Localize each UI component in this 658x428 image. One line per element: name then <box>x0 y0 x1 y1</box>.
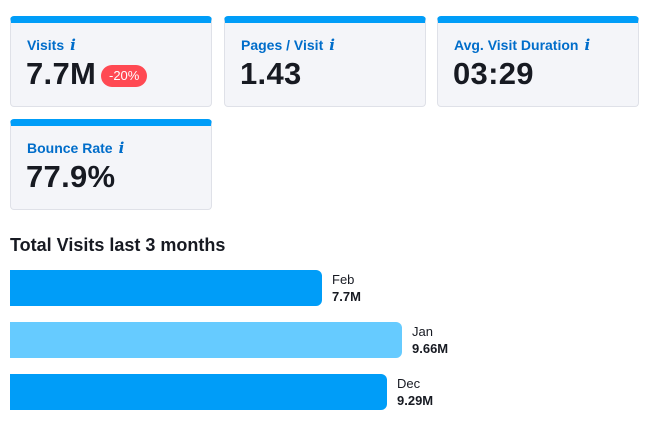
visits-label: Visits <box>27 37 65 53</box>
visits-bar-label: Feb 7.7M <box>332 271 361 305</box>
bar-value: 9.66M <box>412 341 449 356</box>
metric-card-bounce-rate: Bounce Rate i 77.9% <box>10 119 212 210</box>
visits-bar-label: Jan 9.66M <box>412 323 448 357</box>
metric-card-visits: Visits i 7.7M -20% <box>10 16 212 107</box>
bar-month: Feb <box>332 272 355 287</box>
visits-label-row: Visits i <box>27 36 76 54</box>
pages-per-visit-label-row: Pages / Visit i <box>241 36 335 54</box>
bounce-rate-label: Bounce Rate <box>27 140 113 156</box>
visits-bar-jan[interactable] <box>10 322 402 358</box>
info-icon[interactable]: i <box>584 36 591 54</box>
bar-value: 7.7M <box>332 289 361 304</box>
bar-month: Jan <box>412 324 433 339</box>
metric-card-pages-per-visit: Pages / Visit i 1.43 <box>224 16 426 107</box>
visits-value: 7.7M <box>26 56 97 91</box>
info-icon[interactable]: i <box>329 36 335 54</box>
avg-visit-duration-label-row: Avg. Visit Duration i <box>454 36 590 54</box>
visits-bar-label: Dec 9.29M <box>397 375 433 409</box>
avg-visit-duration-value: 03:29 <box>453 56 534 91</box>
pages-per-visit-label: Pages / Visit <box>241 37 324 53</box>
info-icon[interactable]: i <box>70 36 76 54</box>
metric-card-avg-visit-duration: Avg. Visit Duration i 03:29 <box>437 16 639 107</box>
visits-bar-feb[interactable] <box>10 270 322 306</box>
bounce-rate-value: 77.9% <box>26 159 116 194</box>
info-icon[interactable]: i <box>118 139 125 157</box>
avg-visit-duration-label: Avg. Visit Duration <box>454 37 579 53</box>
bar-value: 9.29M <box>397 393 434 408</box>
bounce-rate-label-row: Bounce Rate i <box>27 139 124 157</box>
pages-per-visit-value: 1.43 <box>240 56 302 91</box>
total-visits-title: Total Visits last 3 months <box>10 235 226 255</box>
visits-change-badge: -20% <box>101 65 148 87</box>
bar-month: Dec <box>397 376 421 391</box>
visits-bar-dec[interactable] <box>10 374 387 410</box>
